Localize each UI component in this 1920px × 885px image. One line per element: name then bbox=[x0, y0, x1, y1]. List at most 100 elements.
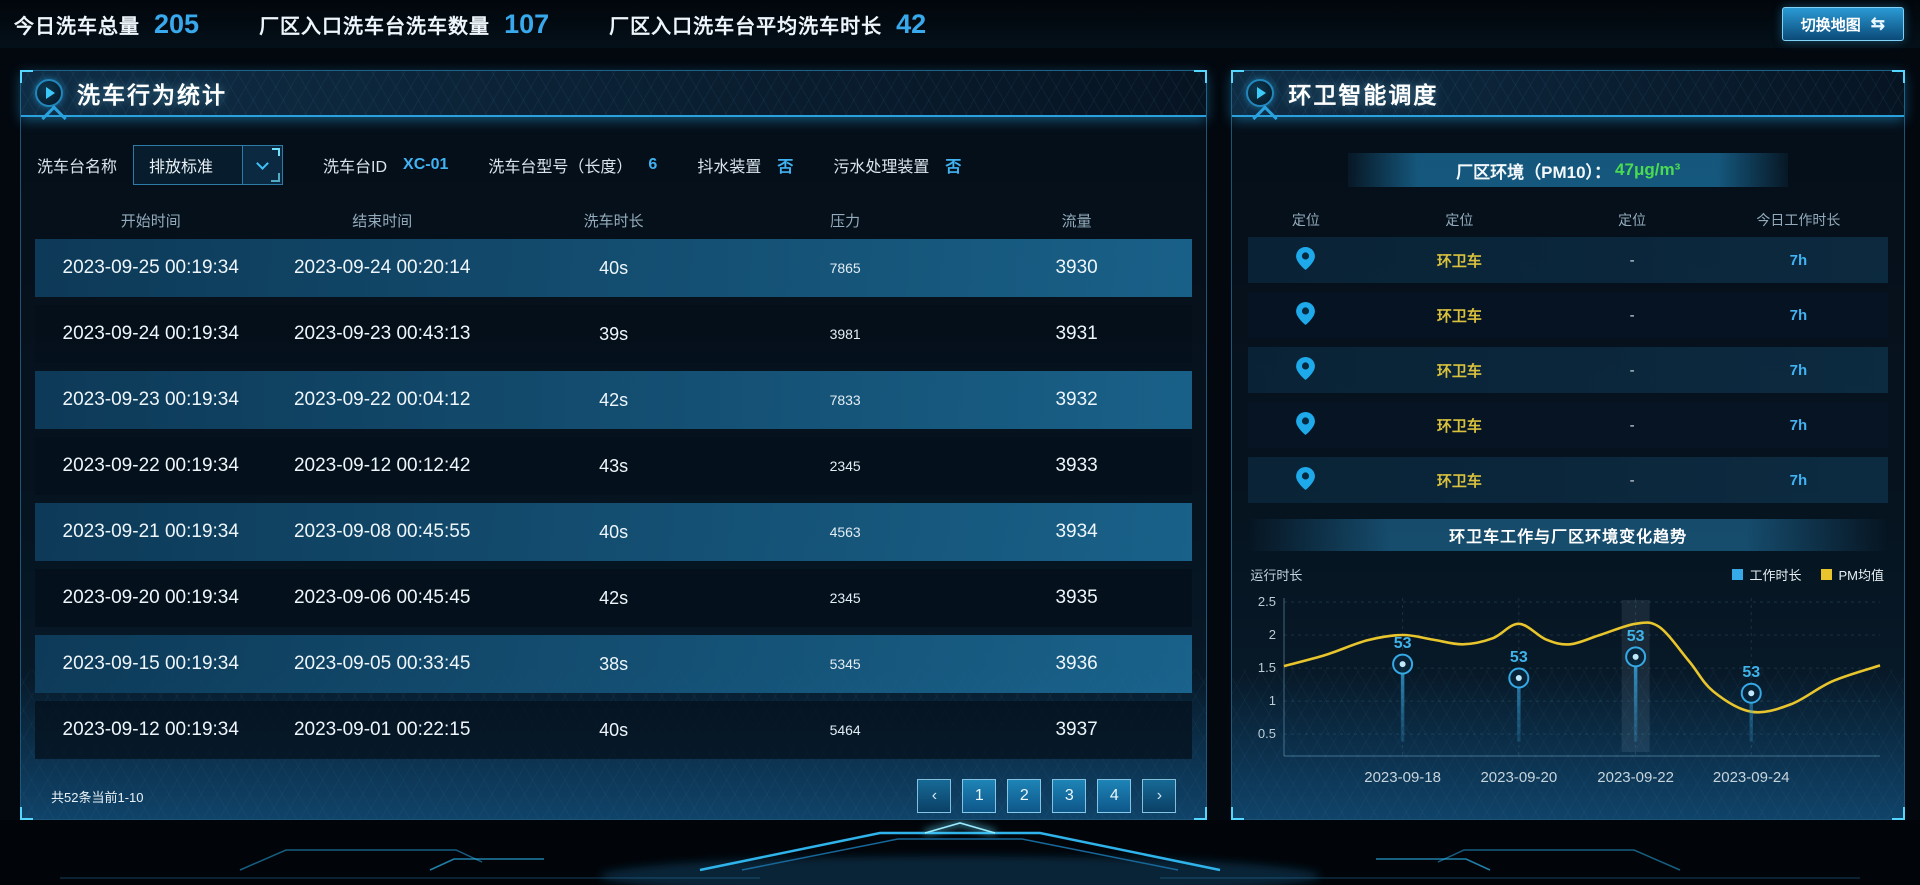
locate-button[interactable] bbox=[1248, 246, 1363, 274]
column-header: 流量 bbox=[1061, 212, 1092, 230]
footer-decoration-graphic bbox=[0, 821, 1920, 885]
vehicle-location: - bbox=[1629, 251, 1635, 269]
page-button-2[interactable]: 2 bbox=[1007, 779, 1042, 813]
legend-item-work-hours[interactable]: 工作时长 bbox=[1732, 565, 1801, 584]
table-cell: 7833 bbox=[829, 392, 861, 408]
filter-value: 否 bbox=[945, 159, 962, 176]
table-cell: 40s bbox=[599, 257, 629, 278]
table-row[interactable]: 环卫车 - 7h bbox=[1248, 347, 1888, 393]
trend-section-title: 环卫车工作与厂区环境变化趋势 bbox=[1248, 519, 1888, 551]
table-row[interactable]: 环卫车 - 7h bbox=[1248, 292, 1888, 338]
table-row[interactable]: 2023-09-23 00:19:34 2023-09-22 00:04:12 42… bbox=[35, 371, 1193, 429]
column-header: 今日工作时长 bbox=[1756, 212, 1841, 228]
legend-swatch bbox=[1821, 569, 1833, 580]
prev-page-button[interactable]: ‹ bbox=[917, 779, 952, 813]
filter-sewage-device: 污水处理装置 否 bbox=[833, 153, 961, 177]
table-row[interactable]: 2023-09-21 00:19:34 2023-09-08 00:45:55 40… bbox=[35, 503, 1193, 561]
page-button-3[interactable]: 3 bbox=[1052, 779, 1087, 813]
corner-accent bbox=[1231, 70, 1245, 83]
page-button-4[interactable]: 4 bbox=[1097, 779, 1132, 813]
locate-button[interactable] bbox=[1248, 411, 1363, 439]
table-cell: 3981 bbox=[829, 326, 861, 342]
svg-text:2: 2 bbox=[1269, 627, 1276, 642]
corner-accent bbox=[20, 70, 33, 83]
table-cell: 2023-09-21 00:19:34 bbox=[62, 521, 239, 542]
table-cell: 5345 bbox=[829, 656, 861, 672]
table-row[interactable]: 2023-09-25 00:19:34 2023-09-24 00:20:14 40… bbox=[35, 239, 1193, 297]
panel-header: 环卫智能调度 bbox=[1232, 71, 1904, 117]
pm10-value: 47μg/m³ bbox=[1615, 160, 1681, 179]
chevron-down-icon[interactable] bbox=[242, 146, 283, 184]
table-cell: 3931 bbox=[1055, 323, 1098, 344]
filter-value: 否 bbox=[777, 159, 794, 176]
svg-text:2023-09-22: 2023-09-22 bbox=[1598, 769, 1675, 786]
page-button-1[interactable]: 1 bbox=[962, 779, 997, 813]
svg-text:2023-09-24: 2023-09-24 bbox=[1713, 769, 1790, 786]
legend-item-pm-average[interactable]: PM均值 bbox=[1821, 565, 1884, 584]
top-stats-bar: 今日洗车总量 205 厂区入口洗车台洗车数量 107 厂区入口洗车台平均洗车时长… bbox=[0, 0, 1920, 48]
table-cell: 40s bbox=[599, 521, 629, 542]
locate-button[interactable] bbox=[1248, 356, 1363, 384]
table-row[interactable]: 环卫车 - 7h bbox=[1248, 402, 1888, 448]
vehicle-name: 环卫车 bbox=[1436, 417, 1482, 435]
sanitation-dispatch-panel: 环卫智能调度 厂区环境（PM10）： 47μg/m³ 定位 定位 定位 今日工作… bbox=[1231, 70, 1905, 820]
filter-station-model: 洗车台型号（长度） 6 bbox=[488, 153, 657, 177]
table-cell: 2023-09-25 00:19:34 bbox=[62, 257, 239, 278]
table-cell: 2023-09-23 00:19:34 bbox=[62, 389, 239, 410]
table-cell: 40s bbox=[599, 719, 629, 740]
table-row[interactable]: 环卫车 - 7h bbox=[1248, 457, 1888, 503]
table-row[interactable]: 2023-09-12 00:19:34 2023-09-01 00:22:15 40… bbox=[35, 701, 1193, 759]
table-cell: 2023-09-22 00:04:12 bbox=[293, 389, 471, 410]
vehicle-location: - bbox=[1629, 361, 1635, 379]
work-hours: 7h bbox=[1789, 306, 1808, 324]
trend-chart: 0.5 1 1.5 2 2.5 2023-09-18 2023-09-20 2023-09-2… bbox=[1232, 586, 1904, 806]
wash-records-table: 开始时间 结束时间 洗车时长 压力 流量 2023-09-25 00:19:34… bbox=[21, 201, 1206, 813]
table-cell: 2023-09-23 00:43:13 bbox=[293, 323, 471, 344]
vehicle-location: - bbox=[1629, 306, 1635, 324]
table-cell: 3933 bbox=[1055, 455, 1098, 476]
table-cell: 2345 bbox=[829, 590, 861, 606]
next-page-button[interactable]: › bbox=[1142, 779, 1177, 813]
table-cell: 3934 bbox=[1055, 521, 1098, 542]
table-row[interactable]: 环卫车 - 7h bbox=[1248, 237, 1888, 283]
column-header: 结束时间 bbox=[352, 212, 413, 230]
table-cell: 2023-09-24 00:19:34 bbox=[62, 323, 239, 344]
vehicle-location: - bbox=[1629, 471, 1635, 489]
filter-station-name: 洗车台名称 排放标准 bbox=[37, 145, 284, 185]
filter-label: 洗车台ID bbox=[323, 159, 388, 176]
location-pin-icon bbox=[1296, 246, 1316, 270]
column-header: 洗车时长 bbox=[583, 212, 644, 230]
svg-text:2023-09-18: 2023-09-18 bbox=[1365, 769, 1442, 786]
stat-label: 厂区入口洗车台洗车数量 bbox=[259, 15, 491, 38]
swap-arrows-icon: ⇆ bbox=[1870, 14, 1885, 33]
footer-decoration bbox=[0, 820, 1920, 885]
panel-title: 环卫智能调度 bbox=[1288, 82, 1439, 108]
table-row[interactable]: 2023-09-22 00:19:34 2023-09-12 00:12:42 43… bbox=[35, 437, 1193, 495]
table-cell: 7865 bbox=[829, 260, 861, 276]
locate-button[interactable] bbox=[1248, 466, 1363, 494]
work-hours: 7h bbox=[1789, 471, 1808, 489]
panel-title: 洗车行为统计 bbox=[77, 82, 227, 108]
table-row[interactable]: 2023-09-20 00:19:34 2023-09-06 00:45:45 42… bbox=[35, 569, 1193, 627]
vehicle-name: 环卫车 bbox=[1436, 252, 1482, 270]
svg-text:53: 53 bbox=[1743, 664, 1761, 681]
table-cell: 2023-09-24 00:20:14 bbox=[293, 257, 471, 278]
filter-label: 抖水装置 bbox=[697, 159, 762, 176]
switch-map-label: 切换地图 bbox=[1800, 16, 1861, 34]
table-row[interactable]: 2023-09-15 00:19:34 2023-09-05 00:33:45 38… bbox=[35, 635, 1193, 693]
wash-behavior-panel: 洗车行为统计 洗车台名称 排放标准 洗车台ID XC-01 洗车台型号（长度） … bbox=[20, 70, 1208, 820]
table-cell: 2023-09-05 00:33:45 bbox=[293, 653, 471, 674]
switch-map-button[interactable]: 切换地图 ⇆ bbox=[1781, 7, 1904, 41]
svg-text:53: 53 bbox=[1627, 628, 1645, 645]
stat-label: 今日洗车总量 bbox=[14, 15, 140, 38]
locate-button[interactable] bbox=[1248, 301, 1363, 329]
table-cell: 3937 bbox=[1055, 719, 1098, 740]
station-name-select[interactable]: 排放标准 bbox=[133, 145, 284, 185]
table-cell: 3930 bbox=[1055, 257, 1098, 278]
table-row[interactable]: 2023-09-24 00:19:34 2023-09-23 00:43:13 39… bbox=[35, 305, 1193, 363]
pm10-status-bar: 厂区环境（PM10）： 47μg/m³ bbox=[1348, 153, 1789, 187]
vehicle-name: 环卫车 bbox=[1436, 362, 1482, 380]
chart-legend: 工作时长 PM均值 bbox=[1732, 565, 1884, 584]
